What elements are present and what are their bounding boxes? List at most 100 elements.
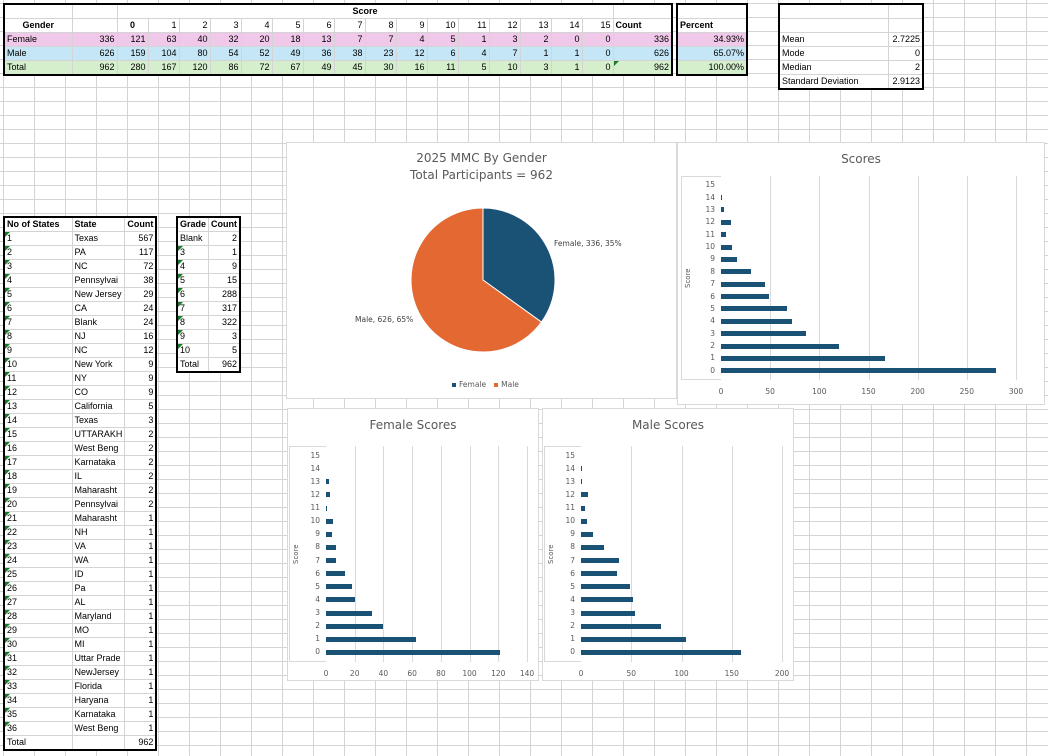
bar[interactable]: [581, 479, 582, 485]
state-name[interactable]: CA: [72, 301, 126, 316]
grade-label[interactable]: 8: [177, 315, 210, 330]
score-value[interactable]: 167: [148, 60, 180, 76]
state-count[interactable]: 2: [124, 427, 157, 442]
grade-total-label[interactable]: Total: [177, 357, 210, 373]
score-value[interactable]: 63: [148, 32, 180, 47]
bar[interactable]: [581, 558, 620, 564]
bar[interactable]: [326, 558, 337, 564]
score-value[interactable]: 4: [458, 46, 490, 61]
gender-count[interactable]: 626: [613, 46, 673, 61]
bar[interactable]: [581, 597, 634, 603]
grade-count[interactable]: 1: [208, 245, 241, 260]
state-index[interactable]: 36: [4, 721, 73, 736]
empty-cell[interactable]: [72, 735, 126, 751]
grade-count[interactable]: 3: [208, 329, 241, 344]
scores-bar-chart[interactable]: Scores 0 50 100 150 200 250 300 0 1 2 3 4 5 6 7 8 9 10 11 1…: [677, 142, 1045, 405]
state-index[interactable]: 4: [4, 273, 73, 288]
state-name[interactable]: IL: [72, 469, 126, 484]
state-index[interactable]: 10: [4, 357, 73, 372]
bar[interactable]: [721, 355, 886, 361]
state-name[interactable]: New York: [72, 357, 126, 372]
state-name[interactable]: Blank: [72, 315, 126, 330]
state-index[interactable]: 7: [4, 315, 73, 330]
state-index[interactable]: 29: [4, 623, 73, 638]
state-name[interactable]: West Beng: [72, 721, 126, 736]
pie-slice-male[interactable]: [410, 207, 543, 353]
state-count[interactable]: 2: [124, 497, 157, 512]
score-value[interactable]: 121: [117, 32, 149, 47]
state-index[interactable]: 3: [4, 259, 73, 274]
bar[interactable]: [721, 343, 839, 349]
state-count[interactable]: 9: [124, 371, 157, 386]
states-header[interactable]: No of States: [4, 217, 73, 232]
state-name[interactable]: Florida: [72, 679, 126, 694]
bar[interactable]: [581, 492, 589, 498]
bar[interactable]: [326, 531, 332, 537]
grade-count[interactable]: 288: [208, 287, 241, 302]
state-index[interactable]: 18: [4, 469, 73, 484]
grade-header[interactable]: Count: [208, 217, 241, 232]
score-col-header[interactable]: 6: [303, 18, 335, 33]
bar[interactable]: [721, 294, 770, 300]
state-count[interactable]: 1: [124, 679, 157, 694]
score-value[interactable]: 18: [272, 32, 304, 47]
gender-label[interactable]: Total: [4, 60, 73, 76]
state-index[interactable]: 24: [4, 553, 73, 568]
score-value[interactable]: 80: [179, 46, 211, 61]
score-header[interactable]: Score: [117, 4, 614, 19]
score-value[interactable]: 86: [210, 60, 242, 76]
bar[interactable]: [326, 649, 500, 655]
score-value[interactable]: 1: [520, 46, 552, 61]
state-index[interactable]: 30: [4, 637, 73, 652]
bar[interactable]: [326, 492, 331, 498]
state-name[interactable]: AL: [72, 595, 126, 610]
bar[interactable]: [326, 597, 355, 603]
grade-label[interactable]: 9: [177, 329, 210, 344]
state-index[interactable]: 28: [4, 609, 73, 624]
bar[interactable]: [721, 256, 737, 262]
state-name[interactable]: Karnataka: [72, 455, 126, 470]
state-index[interactable]: 8: [4, 329, 73, 344]
stat-value[interactable]: 2.7225: [888, 32, 924, 47]
state-count[interactable]: 1: [124, 525, 157, 540]
gender-label[interactable]: Male: [4, 46, 73, 61]
state-name[interactable]: Maharasht: [72, 511, 126, 526]
score-value[interactable]: 5: [458, 60, 490, 76]
grade-total-value[interactable]: 962: [208, 357, 241, 373]
bar[interactable]: [581, 584, 631, 590]
state-name[interactable]: California: [72, 399, 126, 414]
state-index[interactable]: 14: [4, 413, 73, 428]
score-col-header[interactable]: 7: [334, 18, 366, 33]
empty-cell[interactable]: [4, 4, 73, 19]
state-count[interactable]: 3: [124, 413, 157, 428]
percent-value[interactable]: 65.07%: [677, 46, 748, 61]
grade-label[interactable]: 6: [177, 287, 210, 302]
score-value[interactable]: 23: [365, 46, 397, 61]
bar[interactable]: [581, 505, 586, 511]
state-count[interactable]: 1: [124, 553, 157, 568]
bar[interactable]: [581, 636, 686, 642]
state-name[interactable]: Uttar Prade: [72, 651, 126, 666]
bar[interactable]: [326, 518, 334, 524]
score-col-header[interactable]: 4: [241, 18, 273, 33]
score-col-header[interactable]: 1: [148, 18, 180, 33]
state-count[interactable]: 1: [124, 721, 157, 736]
bar[interactable]: [326, 610, 372, 616]
bar[interactable]: [721, 244, 732, 250]
pie-slice-female[interactable]: [482, 207, 556, 323]
empty-cell[interactable]: [613, 4, 673, 19]
state-name[interactable]: WA: [72, 553, 126, 568]
state-count[interactable]: 2: [124, 441, 157, 456]
state-index[interactable]: 35: [4, 707, 73, 722]
state-index[interactable]: 34: [4, 693, 73, 708]
grade-header[interactable]: Grade: [177, 217, 210, 232]
state-name[interactable]: Pa: [72, 581, 126, 596]
score-col-header[interactable]: 15: [582, 18, 614, 33]
score-value[interactable]: 30: [365, 60, 397, 76]
score-value[interactable]: 159: [117, 46, 149, 61]
bar[interactable]: [326, 544, 337, 550]
state-index[interactable]: 13: [4, 399, 73, 414]
bar[interactable]: [581, 649, 741, 655]
grade-count[interactable]: 9: [208, 259, 241, 274]
state-count[interactable]: 38: [124, 273, 157, 288]
